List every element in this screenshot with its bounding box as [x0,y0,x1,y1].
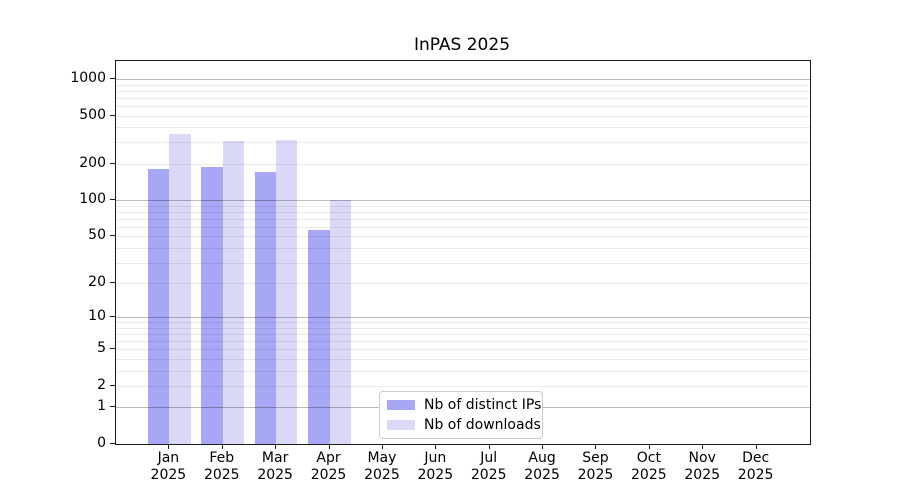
x-tick-label: Jun 2025 [417,450,454,483]
y-tick-label: 50 [88,227,106,244]
gridline-minor [116,115,810,117]
gridline-minor [116,226,810,228]
gridline-minor [116,163,810,165]
x-tick-mark [648,444,650,449]
gridline-minor [116,385,810,387]
bar-downloads-feb [222,140,245,444]
gridline-minor [116,236,810,238]
gridline-major [116,78,810,80]
gridline-minor [116,247,810,249]
legend: Nb of distinct IPs Nb of downloads [379,391,543,439]
gridline-minor [116,84,810,86]
legend-label-distinct-ips: Nb of distinct IPs [424,397,542,413]
x-tick-label: Feb 2025 [203,450,240,483]
gridline-minor [116,358,810,360]
gridline-minor [116,349,810,351]
x-tick-mark [168,444,170,449]
gridline-major [116,200,810,202]
y-tick-mark [110,348,115,350]
gridline-minor [116,211,810,213]
y-tick-mark [110,384,115,386]
legend-swatch-distinct-ips [387,400,415,410]
y-tick-label: 500 [79,106,106,123]
x-tick-label: Jan 2025 [150,450,187,483]
bar-distinct-ips-apr [308,230,330,444]
y-tick-label: 5 [97,340,106,357]
y-tick-label: 10 [88,308,106,325]
y-tick-mark [110,162,115,164]
y-tick-mark [110,77,115,79]
y-tick-mark [110,282,115,284]
legend-item-downloads: Nb of downloads [387,418,541,432]
y-tick-mark [110,316,115,318]
bar-distinct-ips-feb [201,166,223,444]
bar-downloads-mar [276,139,298,444]
gridline-minor [116,142,810,144]
bar-distinct-ips-mar [254,172,277,444]
x-tick-mark [221,444,223,449]
gridline-major [116,317,810,319]
x-tick-mark [381,444,383,449]
bar-downloads-apr [329,200,351,444]
x-tick-mark [755,444,757,449]
y-tick-label: 0 [97,435,106,451]
gridline-minor [116,341,810,343]
y-tick-mark [110,199,115,201]
y-tick-label: 1 [97,398,106,415]
y-tick-label: 200 [79,154,106,171]
x-tick-mark [702,444,704,449]
x-tick-label: Dec 2025 [737,450,774,483]
gridline-minor [116,97,810,99]
y-tick-label: 1000 [70,69,106,86]
x-tick-mark [488,444,490,449]
bar-downloads-jan [169,134,191,444]
x-tick-mark [328,444,330,449]
y-tick-label: 100 [79,191,106,208]
legend-item-distinct-ips: Nb of distinct IPs [387,398,541,412]
chart-title: InPAS 2025 [413,35,511,55]
legend-label-downloads: Nb of downloads [424,417,541,433]
gridline-minor [116,327,810,329]
x-tick-label: Sep 2025 [577,450,614,483]
x-tick-label: Mar 2025 [257,450,293,483]
gridline-minor [116,127,810,129]
x-tick-label: Apr 2025 [310,450,347,483]
x-tick-mark [275,444,277,449]
gridline-minor [116,218,810,220]
legend-swatch-downloads [387,420,415,430]
x-tick-mark [435,444,437,449]
y-tick-label: 20 [88,274,106,291]
gridline-minor [116,334,810,336]
x-tick-mark [542,444,544,449]
bar-distinct-ips-jan [148,168,170,444]
gridline-minor [116,322,810,324]
y-tick-mark [110,114,115,116]
gridline-minor [116,205,810,207]
x-tick-label: Jul 2025 [470,450,507,483]
gridline-minor [116,90,810,92]
x-tick-label: May 2025 [364,450,400,483]
y-tick-mark [110,406,115,408]
plot-area [115,60,811,445]
x-tick-label: Nov 2025 [684,450,721,483]
y-tick-mark [110,443,115,444]
x-tick-mark [595,444,597,449]
gridline-minor [116,105,810,107]
x-tick-label: Aug 2025 [524,450,560,483]
gridline-minor [116,283,810,285]
y-tick-mark [110,235,115,237]
gridline-minor [116,262,810,264]
x-tick-label: Oct 2025 [631,450,667,483]
gridline-minor [116,370,810,372]
y-tick-label: 2 [97,376,106,393]
